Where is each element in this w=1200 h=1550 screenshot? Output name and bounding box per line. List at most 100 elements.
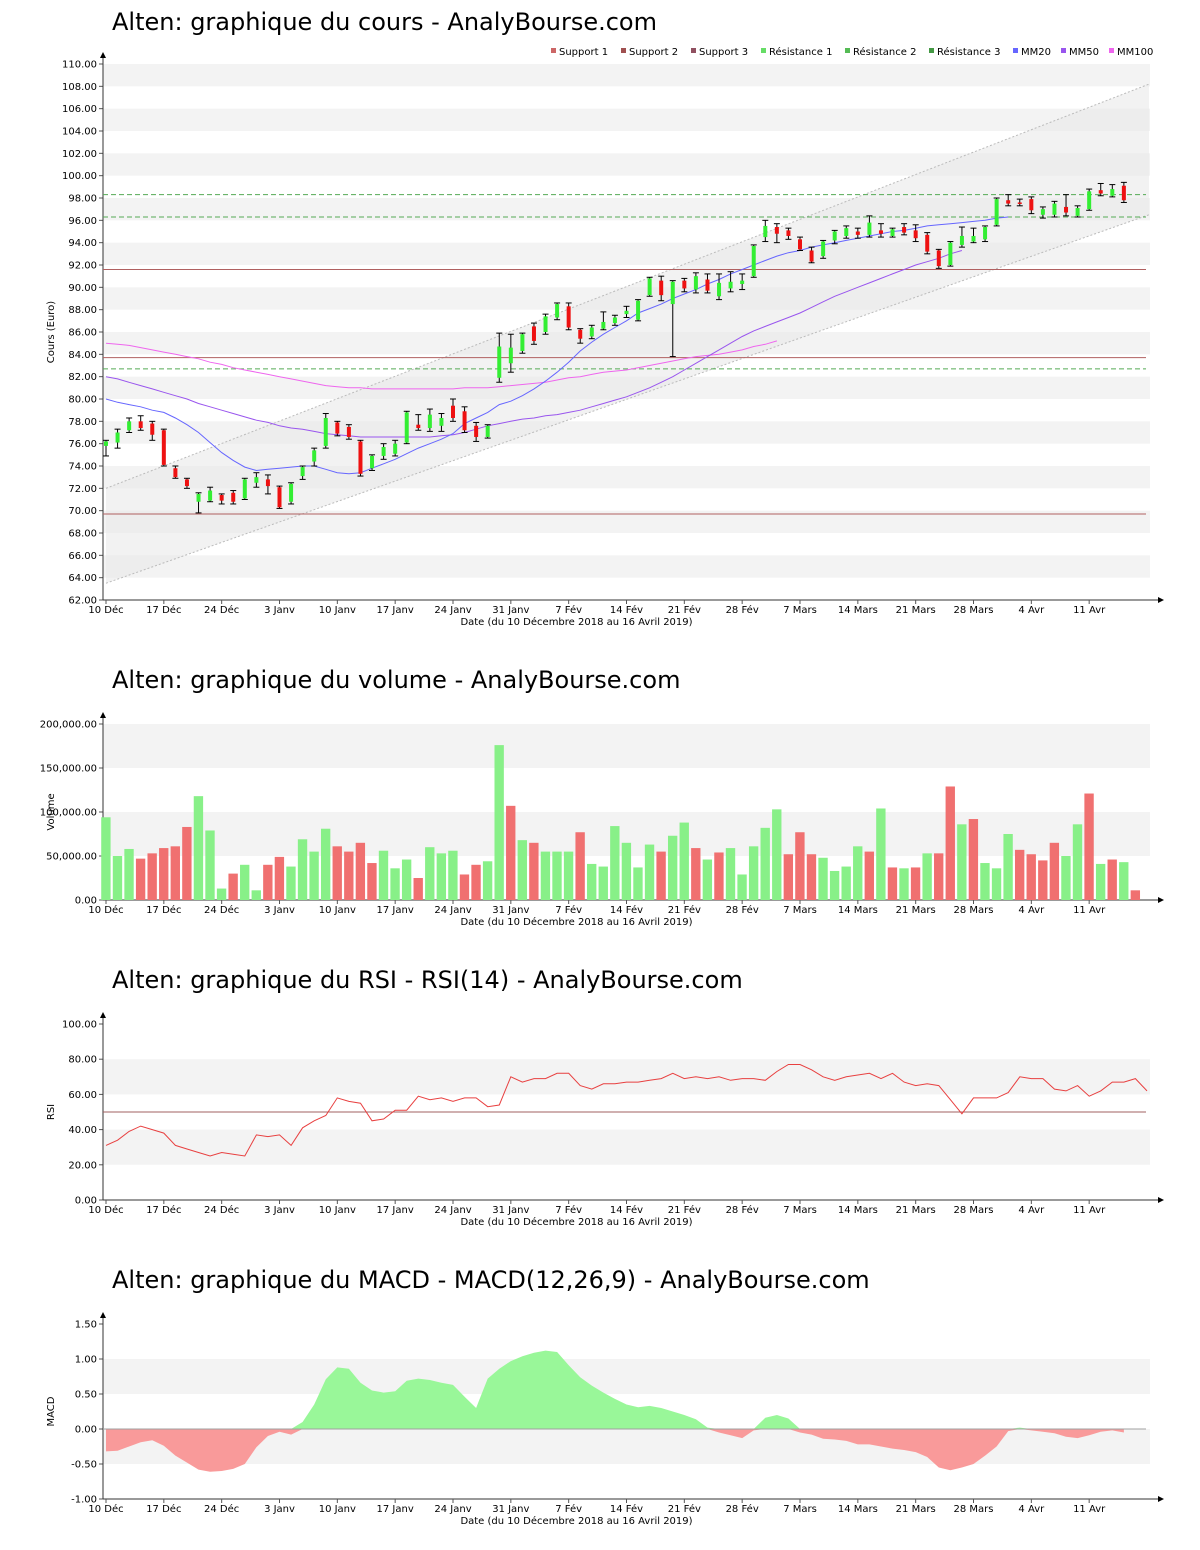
volume-bar (725, 848, 736, 900)
candle-body (161, 430, 166, 465)
x-tick-label: 21 Fév (668, 604, 701, 616)
volume-bar (1119, 862, 1129, 900)
x-tick-label: 14 Mars (838, 905, 878, 916)
y-tick-label: 78.00 (68, 417, 97, 428)
volume-bar (656, 851, 666, 900)
candle-body (1052, 203, 1057, 215)
candle-body (855, 231, 860, 235)
y-tick-label: 70.00 (68, 506, 97, 517)
candle-body (150, 423, 155, 435)
volume-bar (633, 867, 643, 900)
x-tick-label: 4 Avr (1018, 905, 1045, 916)
candle-body (740, 280, 745, 284)
volume-bar (297, 839, 308, 900)
candle-body (1006, 200, 1011, 204)
candle-body (693, 276, 698, 290)
macd-chart-panel: Alten: graphique du MACD - MACD(12,26,9)… (0, 1260, 1200, 1545)
x-tick-label: 21 Mars (896, 605, 936, 616)
volume-bar (980, 863, 990, 900)
y-tick-label: 104.00 (62, 127, 97, 138)
candle-body (208, 490, 213, 501)
volume-bar (482, 861, 493, 900)
candle-body (451, 405, 455, 418)
x-tick-label: 10 Déc (88, 904, 123, 916)
x-tick-label: 10 Janv (319, 905, 356, 916)
volume-bar (1038, 860, 1048, 900)
volume-bar (320, 828, 331, 900)
x-tick-label: 24 Janv (434, 605, 471, 616)
candle-body (751, 246, 756, 277)
candle-body (127, 421, 132, 431)
x-tick-label: 31 Janv (492, 605, 529, 616)
candle-body (474, 425, 479, 437)
x-tick-label: 24 Janv (434, 1205, 471, 1216)
legend-label: MM50 (1069, 47, 1099, 58)
legend-item: MM50 (1061, 47, 1099, 58)
price-chart-title: Alten: graphique du cours - AnalyBourse.… (112, 8, 657, 36)
volume-chart: 0.00 50,000.00 100,000.00 150,000.00 200,000… (40, 712, 1164, 928)
volume-bar (401, 859, 412, 900)
volume-bar (112, 856, 123, 900)
volume-bar (1095, 863, 1106, 900)
y-axis-title: Cours (Euro) (46, 301, 57, 364)
volume-bar (806, 854, 817, 900)
y-axis-arrow (100, 712, 106, 718)
x-tick-label: 14 Mars (838, 1205, 878, 1216)
volume-bar (772, 809, 782, 900)
volume-bar (760, 827, 770, 900)
volume-bar (159, 848, 169, 900)
volume-bar (887, 867, 898, 900)
volume-bar (170, 846, 180, 900)
y-tick-label: 66.00 (68, 551, 97, 562)
candle-body (393, 443, 398, 454)
candle-body (138, 421, 143, 429)
candle-body (902, 227, 907, 233)
grid-band (103, 1059, 1150, 1095)
volume-bar (1003, 834, 1013, 900)
x-tick-label: 17 Janv (377, 1504, 414, 1515)
volume-bar (506, 805, 516, 900)
rsi-line (105, 1064, 1148, 1157)
volume-bar (459, 874, 470, 900)
volume-chart-title: Alten: graphique du volume - AnalyBourse… (112, 666, 681, 694)
volume-bar (309, 851, 319, 900)
macd-positive-area (106, 1350, 1124, 1429)
candle-body (1064, 206, 1069, 213)
x-tick-label: 28 Fév (726, 1503, 759, 1515)
candle-body (173, 468, 178, 478)
candle-body (636, 300, 641, 320)
y-axis-arrow (100, 1312, 106, 1318)
legend-item: Résistance 2 (845, 46, 916, 58)
candle-body (601, 321, 606, 329)
volume-bar (968, 819, 979, 900)
macd-negative-area (106, 1429, 1124, 1472)
volume-bar (922, 853, 932, 900)
x-tick-label: 14 Fév (610, 1204, 643, 1216)
volume-bar (1014, 849, 1025, 900)
y-tick-label: 60.00 (68, 1090, 97, 1101)
x-tick-label: 24 Janv (434, 905, 471, 916)
candle-body (439, 417, 444, 426)
x-tick-label: 21 Mars (896, 1504, 936, 1515)
x-tick-label: 10 Déc (88, 604, 123, 616)
y-tick-label: 86.00 (68, 328, 97, 339)
x-tick-label: 17 Déc (146, 904, 181, 916)
x-tick-label: 14 Fév (610, 1503, 643, 1515)
volume-bar (216, 888, 227, 900)
volume-bar (552, 851, 562, 900)
candle-body (994, 199, 999, 225)
y-tick-label: 1.00 (75, 1355, 97, 1366)
volume-bar (587, 863, 597, 900)
x-tick-label: 4 Avr (1018, 1205, 1045, 1216)
volume-bar (714, 852, 724, 900)
candle-body (555, 304, 560, 318)
x-tick-label: 21 Fév (668, 904, 701, 916)
grid-band (103, 724, 1150, 768)
x-tick-label: 4 Avr (1018, 1504, 1045, 1515)
candle-body (1110, 189, 1115, 196)
x-tick-label: 24 Déc (204, 1204, 239, 1216)
y-tick-label: 0.00 (75, 896, 97, 907)
volume-bar (934, 853, 944, 900)
candle-body (531, 326, 536, 341)
y-tick-label: 50,000.00 (46, 852, 97, 863)
